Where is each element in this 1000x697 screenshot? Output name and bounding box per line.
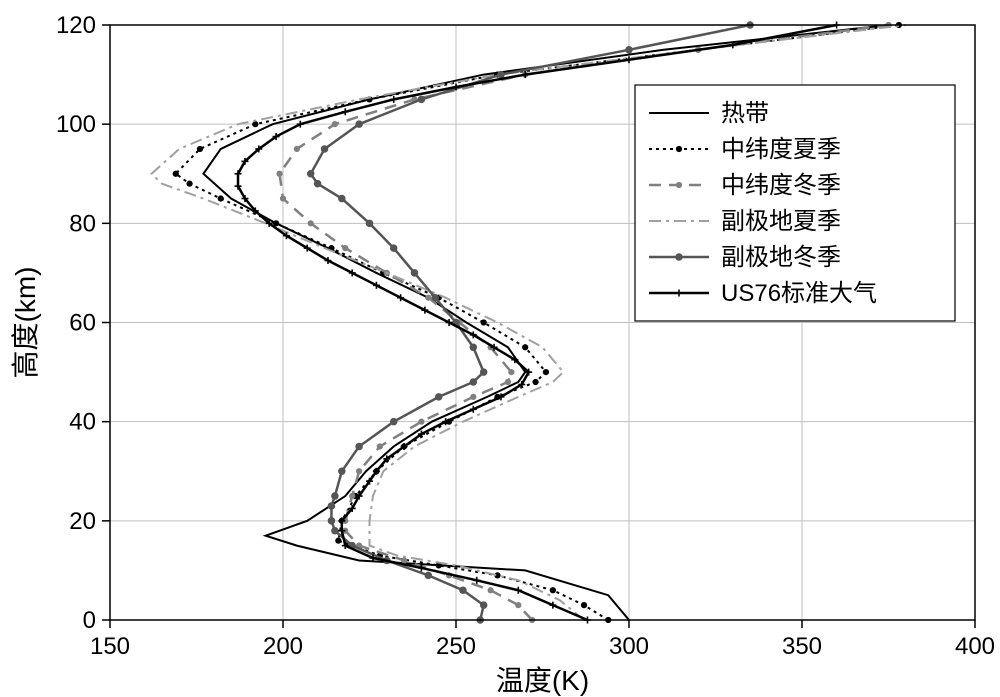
ytick-label: 0 [83,607,96,634]
series-marker [218,195,224,201]
ytick-label: 80 [69,210,96,237]
series-marker [459,587,467,595]
ytick-label: 40 [69,409,96,436]
series-marker [550,587,556,593]
series-marker [532,379,538,385]
series-marker [390,418,398,426]
legend-label: 副极地夏季 [721,208,841,235]
x-axis-label: 温度(K) [496,665,589,696]
series-marker [487,587,493,593]
series-marker [252,121,258,127]
series-marker [356,468,362,474]
series-marker [470,344,478,352]
chart-canvas: 150 200 250 300 350 400 0 20 40 60 80 100 120 温度(K) 高度… [0,0,1000,697]
series-marker [418,96,426,104]
legend-swatch-marker [676,146,682,152]
series-marker [328,517,336,525]
xtick-label: 250 [436,633,476,660]
legend-label: 中纬度夏季 [721,136,841,163]
series-marker [173,171,179,177]
legend-swatch-marker [676,182,682,188]
legend-label: 中纬度冬季 [721,172,841,199]
series-marker [355,120,363,128]
series-marker [431,294,439,302]
series-marker [328,502,336,510]
series-marker [377,443,383,449]
ytick-label: 120 [56,12,96,39]
series-marker [470,394,476,400]
series-marker [470,378,478,386]
series-marker [308,220,314,226]
legend-label: US76标准大气 [721,280,877,307]
series-marker [307,170,315,178]
series-marker [331,527,339,535]
series-marker [332,121,338,127]
series-marker [355,443,363,451]
series-marker [508,369,514,375]
series-marker [581,602,587,608]
xtick-label: 150 [90,633,130,660]
xtick-label: 300 [609,633,649,660]
series-marker [435,393,443,401]
series-marker [481,319,487,325]
series-marker [366,220,374,228]
series-marker [425,572,433,580]
series-marker [338,468,346,476]
temperature-altitude-chart: 150 200 250 300 350 400 0 20 40 60 80 100 120 温度(K) 高度… [0,0,1000,697]
legend-label: 副极地冬季 [721,244,841,271]
ytick-label: 100 [56,111,96,138]
series-marker [480,368,488,376]
series-marker [390,244,398,252]
series-marker [276,171,282,177]
y-axis-label: 高度(km) [10,267,41,379]
series-marker [625,46,633,54]
ytick-label: 20 [69,508,96,535]
series-marker [418,419,424,425]
series-marker [338,195,346,203]
series-marker [425,295,431,301]
series-marker [411,269,419,277]
series-marker [342,245,348,251]
series-marker [522,344,528,350]
series-marker [186,181,192,187]
legend-label: 热带 [721,100,769,127]
series-marker [331,492,339,500]
series-marker [480,601,488,609]
series-marker [321,145,329,153]
series-marker [349,493,355,499]
series-marker [543,369,549,375]
xtick-label: 350 [782,633,822,660]
legend-swatch-marker [675,253,683,261]
xtick-label: 200 [263,633,303,660]
series-marker [505,379,511,385]
series-marker [515,602,521,608]
series-marker [335,538,341,544]
series-marker [197,146,203,152]
series-marker [294,146,300,152]
series-marker [280,195,286,201]
ytick-label: 60 [69,310,96,337]
xtick-label: 400 [955,633,995,660]
series-marker [314,180,322,188]
